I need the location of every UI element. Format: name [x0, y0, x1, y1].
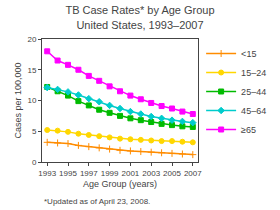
svg-text:45–64: 45–64 — [241, 106, 266, 116]
svg-text:1993: 1993 — [38, 169, 56, 178]
svg-text:20: 20 — [27, 35, 36, 44]
svg-text:0: 0 — [32, 158, 37, 167]
svg-text:*Updated as of April 23, 2008.: *Updated as of April 23, 2008. — [44, 197, 150, 206]
svg-text:25–44: 25–44 — [241, 87, 266, 97]
svg-text:2003: 2003 — [142, 169, 160, 178]
svg-text:Cases per 100,000: Cases per 100,000 — [13, 62, 23, 138]
svg-text:<15: <15 — [241, 49, 256, 59]
svg-text:1997: 1997 — [80, 169, 98, 178]
svg-text:TB Case Rates* by Age GroupUni: TB Case Rates* by Age GroupUnited States… — [65, 4, 214, 30]
svg-text:Age Group (years): Age Group (years) — [83, 179, 157, 189]
svg-text:15–24: 15–24 — [241, 68, 266, 78]
svg-text:5: 5 — [32, 127, 37, 136]
svg-text:2001: 2001 — [122, 169, 140, 178]
svg-text:15: 15 — [27, 66, 36, 75]
svg-text:1999: 1999 — [101, 169, 119, 178]
svg-text:1995: 1995 — [59, 169, 77, 178]
svg-text:2007: 2007 — [184, 169, 202, 178]
svg-text:2005: 2005 — [163, 169, 181, 178]
svg-text:10: 10 — [27, 96, 36, 105]
svg-text:≥65: ≥65 — [241, 125, 256, 135]
